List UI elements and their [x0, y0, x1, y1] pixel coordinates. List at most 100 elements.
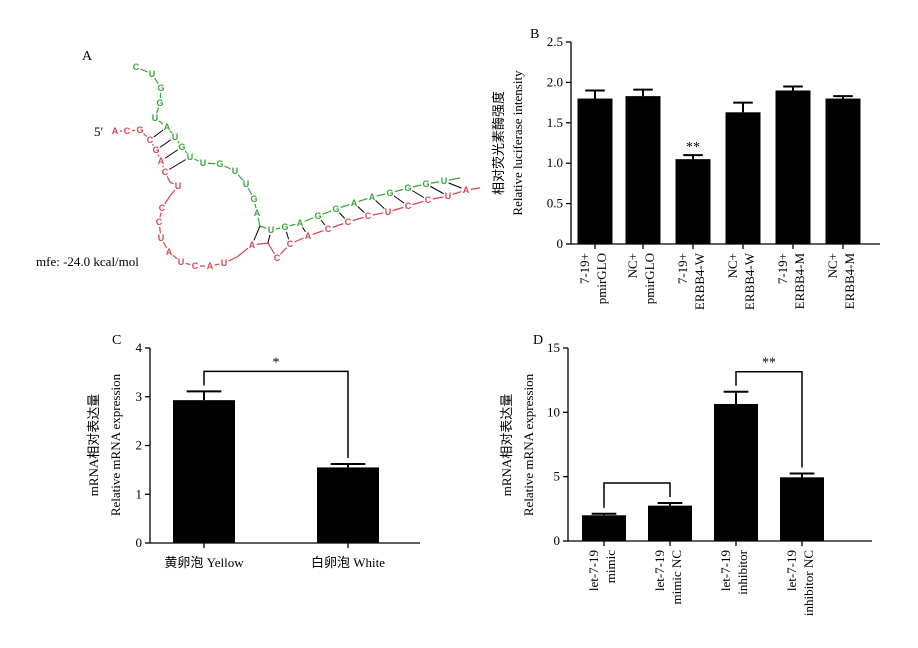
bar	[582, 515, 626, 541]
nucleotide-bg	[151, 145, 161, 155]
mirna-nucleotide: G	[250, 194, 257, 204]
target-nucleotide: G	[152, 145, 159, 155]
mirna-nucleotide: U	[243, 179, 250, 189]
y-tick-label: 5	[554, 469, 561, 484]
nucleotide-bg	[156, 156, 166, 166]
mirna-nucleotide: U	[152, 113, 159, 123]
target-nucleotide: U	[178, 257, 185, 267]
target-nucleotide: A	[305, 231, 312, 241]
mirna-nucleotide: U	[232, 166, 239, 176]
target-nucleotide: U	[445, 191, 452, 201]
bar	[648, 505, 692, 541]
nucleotide-bg	[241, 179, 251, 189]
nucleotide-bg	[156, 83, 166, 93]
target-nucleotide: U	[385, 207, 392, 217]
x-category-label: 7-19+	[577, 253, 592, 284]
target-nucleotide: C	[124, 126, 131, 136]
nucleotide-bg	[145, 135, 155, 145]
nucleotide-bg	[147, 69, 157, 79]
nucleotide-bg	[461, 185, 471, 195]
y-tick-label: 1.5	[547, 115, 563, 130]
x-category-label: ERBB4-M	[842, 253, 857, 310]
nucleotide-bg	[331, 204, 341, 214]
nucleotide-bg	[313, 211, 323, 221]
target-nucleotide: A	[249, 240, 256, 250]
nucleotide-bg	[285, 239, 295, 249]
nucleotide-bg	[266, 225, 276, 235]
mirna-nucleotide: A	[351, 198, 358, 208]
mirna-nucleotide: C	[133, 62, 140, 72]
significance-label: **	[762, 356, 776, 371]
bar	[775, 90, 811, 244]
y-axis-label-en: Relative luciferase intensity	[510, 70, 525, 216]
nucleotide-bg	[403, 201, 413, 211]
nucleotide-bg	[154, 217, 164, 227]
chart-b: 0 0.5 1.0 1.5 2.0 2.5 相对荧光素酶强度 Relative lucifer…	[491, 34, 880, 310]
nucleotide-bg	[185, 152, 195, 162]
nucleotide-bg	[198, 158, 208, 168]
significance-bracket	[735, 370, 803, 468]
y-tick-label: 3	[136, 389, 143, 404]
nucleotide-bg	[160, 167, 170, 177]
nucleotide-bg	[323, 224, 333, 234]
five-prime-label: 5′	[94, 124, 104, 139]
nucleotide-bg	[363, 211, 373, 221]
nucleotide-bg	[403, 183, 413, 193]
mirna-nucleotide: G	[332, 204, 339, 214]
target-nucleotide: C	[287, 239, 294, 249]
mirna-nucleotide: G	[178, 142, 185, 152]
x-category-label: 白卵泡 White	[311, 555, 385, 570]
nucleotide-bg	[249, 194, 259, 204]
bar	[625, 96, 661, 244]
mirna-nucleotide: A	[164, 122, 171, 132]
mirna-nucleotide: G	[422, 179, 429, 189]
target-nucleotide: C	[345, 217, 352, 227]
y-axis-label-en: Relative mRNA expression	[521, 373, 536, 516]
y-axis-label-cn: mRNA相对表达量	[499, 394, 514, 497]
x-category-label: mimic	[603, 550, 618, 583]
target-nucleotide: C	[425, 195, 432, 205]
nucleotide-bg	[423, 195, 433, 205]
target-nucleotide: C	[147, 135, 154, 145]
chart-d: 0 5 10 15 mRNA相对表达量 Relative mRNA expression l…	[499, 340, 872, 616]
bar	[780, 477, 824, 541]
x-category-label: 7-19+	[775, 253, 790, 284]
y-tick-label: 1.0	[547, 155, 563, 170]
y-tick-label: 0	[554, 533, 561, 548]
x-category-label: let-7-19	[586, 550, 601, 591]
y-tick-label: 0	[136, 535, 143, 550]
nucleotide-bg	[272, 253, 282, 263]
y-axis-label-cn: 相对荧光素酶强度	[491, 91, 506, 195]
target-nucleotide: A	[112, 126, 119, 136]
bar	[577, 98, 613, 244]
y-axis-label-en: Relative mRNA expression	[108, 373, 123, 516]
bar	[825, 98, 861, 244]
nucleotide-bg	[170, 132, 180, 142]
significance-label: **	[686, 140, 700, 155]
mirna-nucleotide: U	[172, 132, 179, 142]
nucleotide-bg	[367, 192, 377, 202]
nucleotide-bg	[303, 231, 313, 241]
nucleotide-bg	[247, 240, 257, 250]
x-category-label: let-7-19	[652, 550, 667, 591]
target-nucleotide: C	[156, 217, 163, 227]
target-nucleotide: C	[192, 261, 199, 271]
panel-label-a: A	[82, 49, 93, 64]
mirna-nucleotide: U	[149, 69, 156, 79]
target-nucleotide: G	[136, 125, 143, 135]
significance-label: *	[273, 355, 280, 370]
mirna-nucleotide: A	[369, 192, 376, 202]
nucleotide-bg	[280, 222, 290, 232]
y-tick-label: 2	[136, 438, 143, 453]
nucleotide-bg	[215, 159, 225, 169]
nucleotide-bg	[157, 203, 167, 213]
x-category-label: 7-19+	[675, 253, 690, 284]
x-category-label: ERBB4-M	[792, 253, 807, 310]
mirna-nucleotide: G	[386, 188, 393, 198]
x-category-label: pmirGLO	[642, 253, 657, 304]
nucleotide-bg	[177, 142, 187, 152]
target-nucleotide: A	[158, 156, 165, 166]
y-tick-label: 2.0	[547, 74, 563, 89]
